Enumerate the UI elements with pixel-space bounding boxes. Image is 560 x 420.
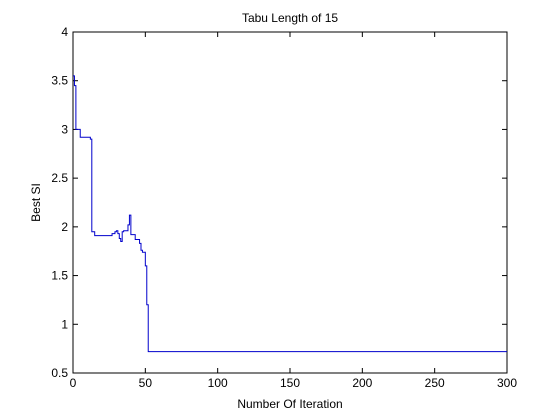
x-tick-label: 200 (352, 376, 372, 390)
series-layer (73, 75, 507, 353)
x-tick-label: 250 (425, 376, 445, 390)
y-tick-label: 4 (61, 25, 68, 39)
y-tick-label: 2.5 (51, 171, 68, 185)
y-tick-label: 1 (61, 317, 68, 331)
plot-area (72, 31, 508, 374)
y-tick-label: 0.5 (51, 366, 68, 380)
y-tick-label: 1.5 (51, 269, 68, 283)
x-tick-label: 150 (280, 376, 300, 390)
x-tick-label: 50 (139, 376, 153, 390)
y-tick-label: 3 (61, 122, 68, 136)
y-axis-label: Best SI (29, 183, 43, 222)
y-tick-label: 2 (61, 220, 68, 234)
x-tick-label: 300 (497, 376, 517, 390)
x-tick-label: 0 (70, 376, 77, 390)
y-tick-label: 3.5 (51, 74, 68, 88)
chart-title: Tabu Length of 15 (242, 11, 338, 25)
x-axis-label: Number Of Iteration (237, 397, 342, 411)
series-line (73, 75, 507, 353)
axis-ticks: 0 50 100 150 200 250 300 0.5 1 1.5 2 2.5 3 3.5 4 (51, 25, 517, 390)
x-tick-label: 100 (208, 376, 228, 390)
